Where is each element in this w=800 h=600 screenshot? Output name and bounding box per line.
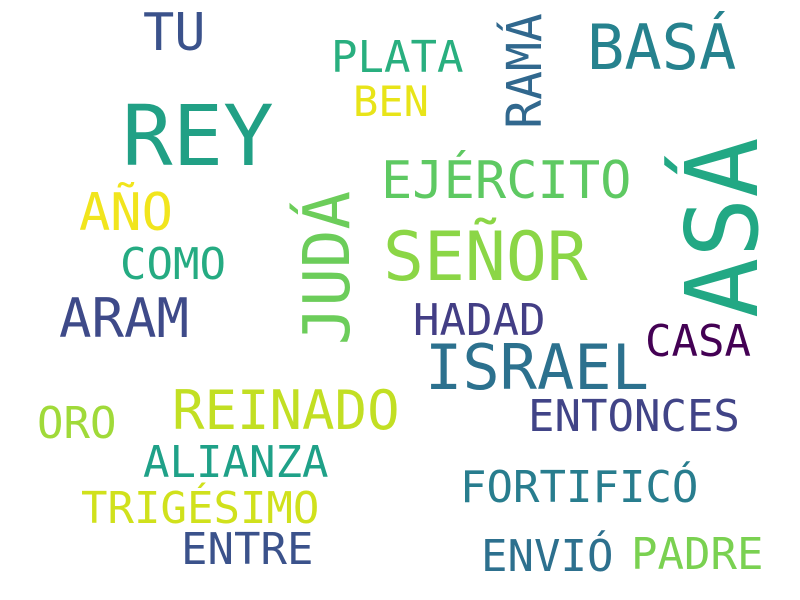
- word-tu: TU: [143, 3, 206, 63]
- word-fortifico: FORTIFICÓ: [460, 462, 699, 513]
- word-alianza: ALIANZA: [143, 437, 329, 488]
- word-reinado: REINADO: [172, 379, 400, 442]
- word-como: COMO: [120, 239, 226, 290]
- word-rey: REY: [122, 87, 274, 185]
- word-ano: AÑO: [79, 183, 173, 243]
- word-hadad: HADAD: [413, 295, 546, 346]
- word-ben: BEN: [353, 77, 429, 126]
- word-envio: ENVIÓ: [481, 531, 614, 582]
- word-entonces: ENTONCES: [528, 391, 740, 442]
- word-juda: JUDÁ: [291, 190, 365, 346]
- word-senor: SEÑOR: [383, 218, 588, 297]
- word-basa: BASÁ: [587, 11, 737, 84]
- word-rama: RAMÁ: [497, 13, 553, 129]
- word-plata: PLATA: [331, 32, 464, 83]
- word-entre: ENTRE: [181, 524, 314, 575]
- word-asa: ASÁ: [664, 137, 781, 318]
- word-aram: ARAM: [59, 287, 190, 350]
- word-israel: ISRAEL: [425, 331, 649, 404]
- word-padre: PADRE: [631, 529, 764, 580]
- word-oro: ORO: [37, 398, 117, 449]
- word-trigesimo: TRIGÉSIMO: [81, 483, 320, 534]
- word-casa: CASA: [645, 316, 751, 367]
- word-ejercito: EJÉRCITO: [381, 151, 632, 211]
